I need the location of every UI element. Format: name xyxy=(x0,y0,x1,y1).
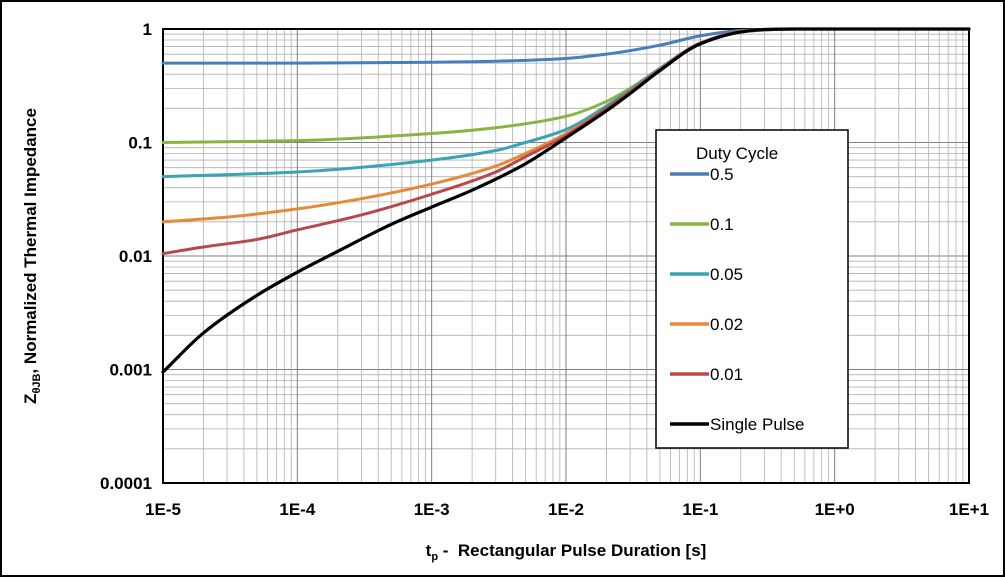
x-tick-label: 1E+1 xyxy=(949,500,989,519)
legend-label-0-1: 0.1 xyxy=(710,215,734,234)
x-tick-label: 1E-3 xyxy=(414,500,450,519)
x-tick-label: 1E-4 xyxy=(279,500,315,519)
y-axis-title-rest: , Normalized Thermal Impedance xyxy=(21,108,40,373)
x-axis-title-rest: - Rectangular Pulse Duration [s] xyxy=(438,541,706,560)
legend-label-0-05: 0.05 xyxy=(710,265,743,284)
y-tick-label: 1 xyxy=(143,20,152,39)
x-axis-title-subscript: p xyxy=(431,551,438,563)
tick-labels: 1E-5 1E-4 1E-3 1E-2 1E-1 1E+0 1E+1 1 0.1 0.01 0.00… xyxy=(100,20,989,519)
x-tick-label: 1E+0 xyxy=(815,500,855,519)
legend-label-0-01: 0.01 xyxy=(710,365,743,384)
y-tick-label: 0.0001 xyxy=(100,474,152,493)
y-tick-label: 0.1 xyxy=(128,134,152,153)
legend-label-single-pulse: Single Pulse xyxy=(710,415,805,434)
y-axis-title-subscript: θJB xyxy=(31,373,43,393)
legend-label-0-5: 0.5 xyxy=(710,165,734,184)
y-axis-title-main: Z xyxy=(21,394,40,404)
x-axis-title: tp - Rectangular Pulse Duration [s] xyxy=(426,541,707,563)
plot-area-border xyxy=(162,28,970,484)
series-lines xyxy=(161,27,971,374)
x-tick-label: 1E-2 xyxy=(548,500,584,519)
series-line-single-pulse xyxy=(161,27,971,374)
y-tick-label: 0.001 xyxy=(109,361,152,380)
x-axis-title-main: t xyxy=(426,541,432,560)
y-axis-title: ZθJB, Normalized Thermal Impedance xyxy=(21,108,43,404)
x-tick-label: 1E-5 xyxy=(145,500,181,519)
legend-box xyxy=(655,129,849,449)
legend: Duty Cycle 0.5 0.1 0.05 0.02 0.01 Single Puls… xyxy=(655,129,849,449)
x-tick-label: 1E-1 xyxy=(682,500,718,519)
legend-items: 0.5 0.1 0.05 0.02 0.01 Single Pulse xyxy=(670,165,805,434)
legend-label-0-02: 0.02 xyxy=(710,315,743,334)
y-tick-label: 0.01 xyxy=(119,247,152,266)
legend-title: Duty Cycle xyxy=(696,144,778,163)
